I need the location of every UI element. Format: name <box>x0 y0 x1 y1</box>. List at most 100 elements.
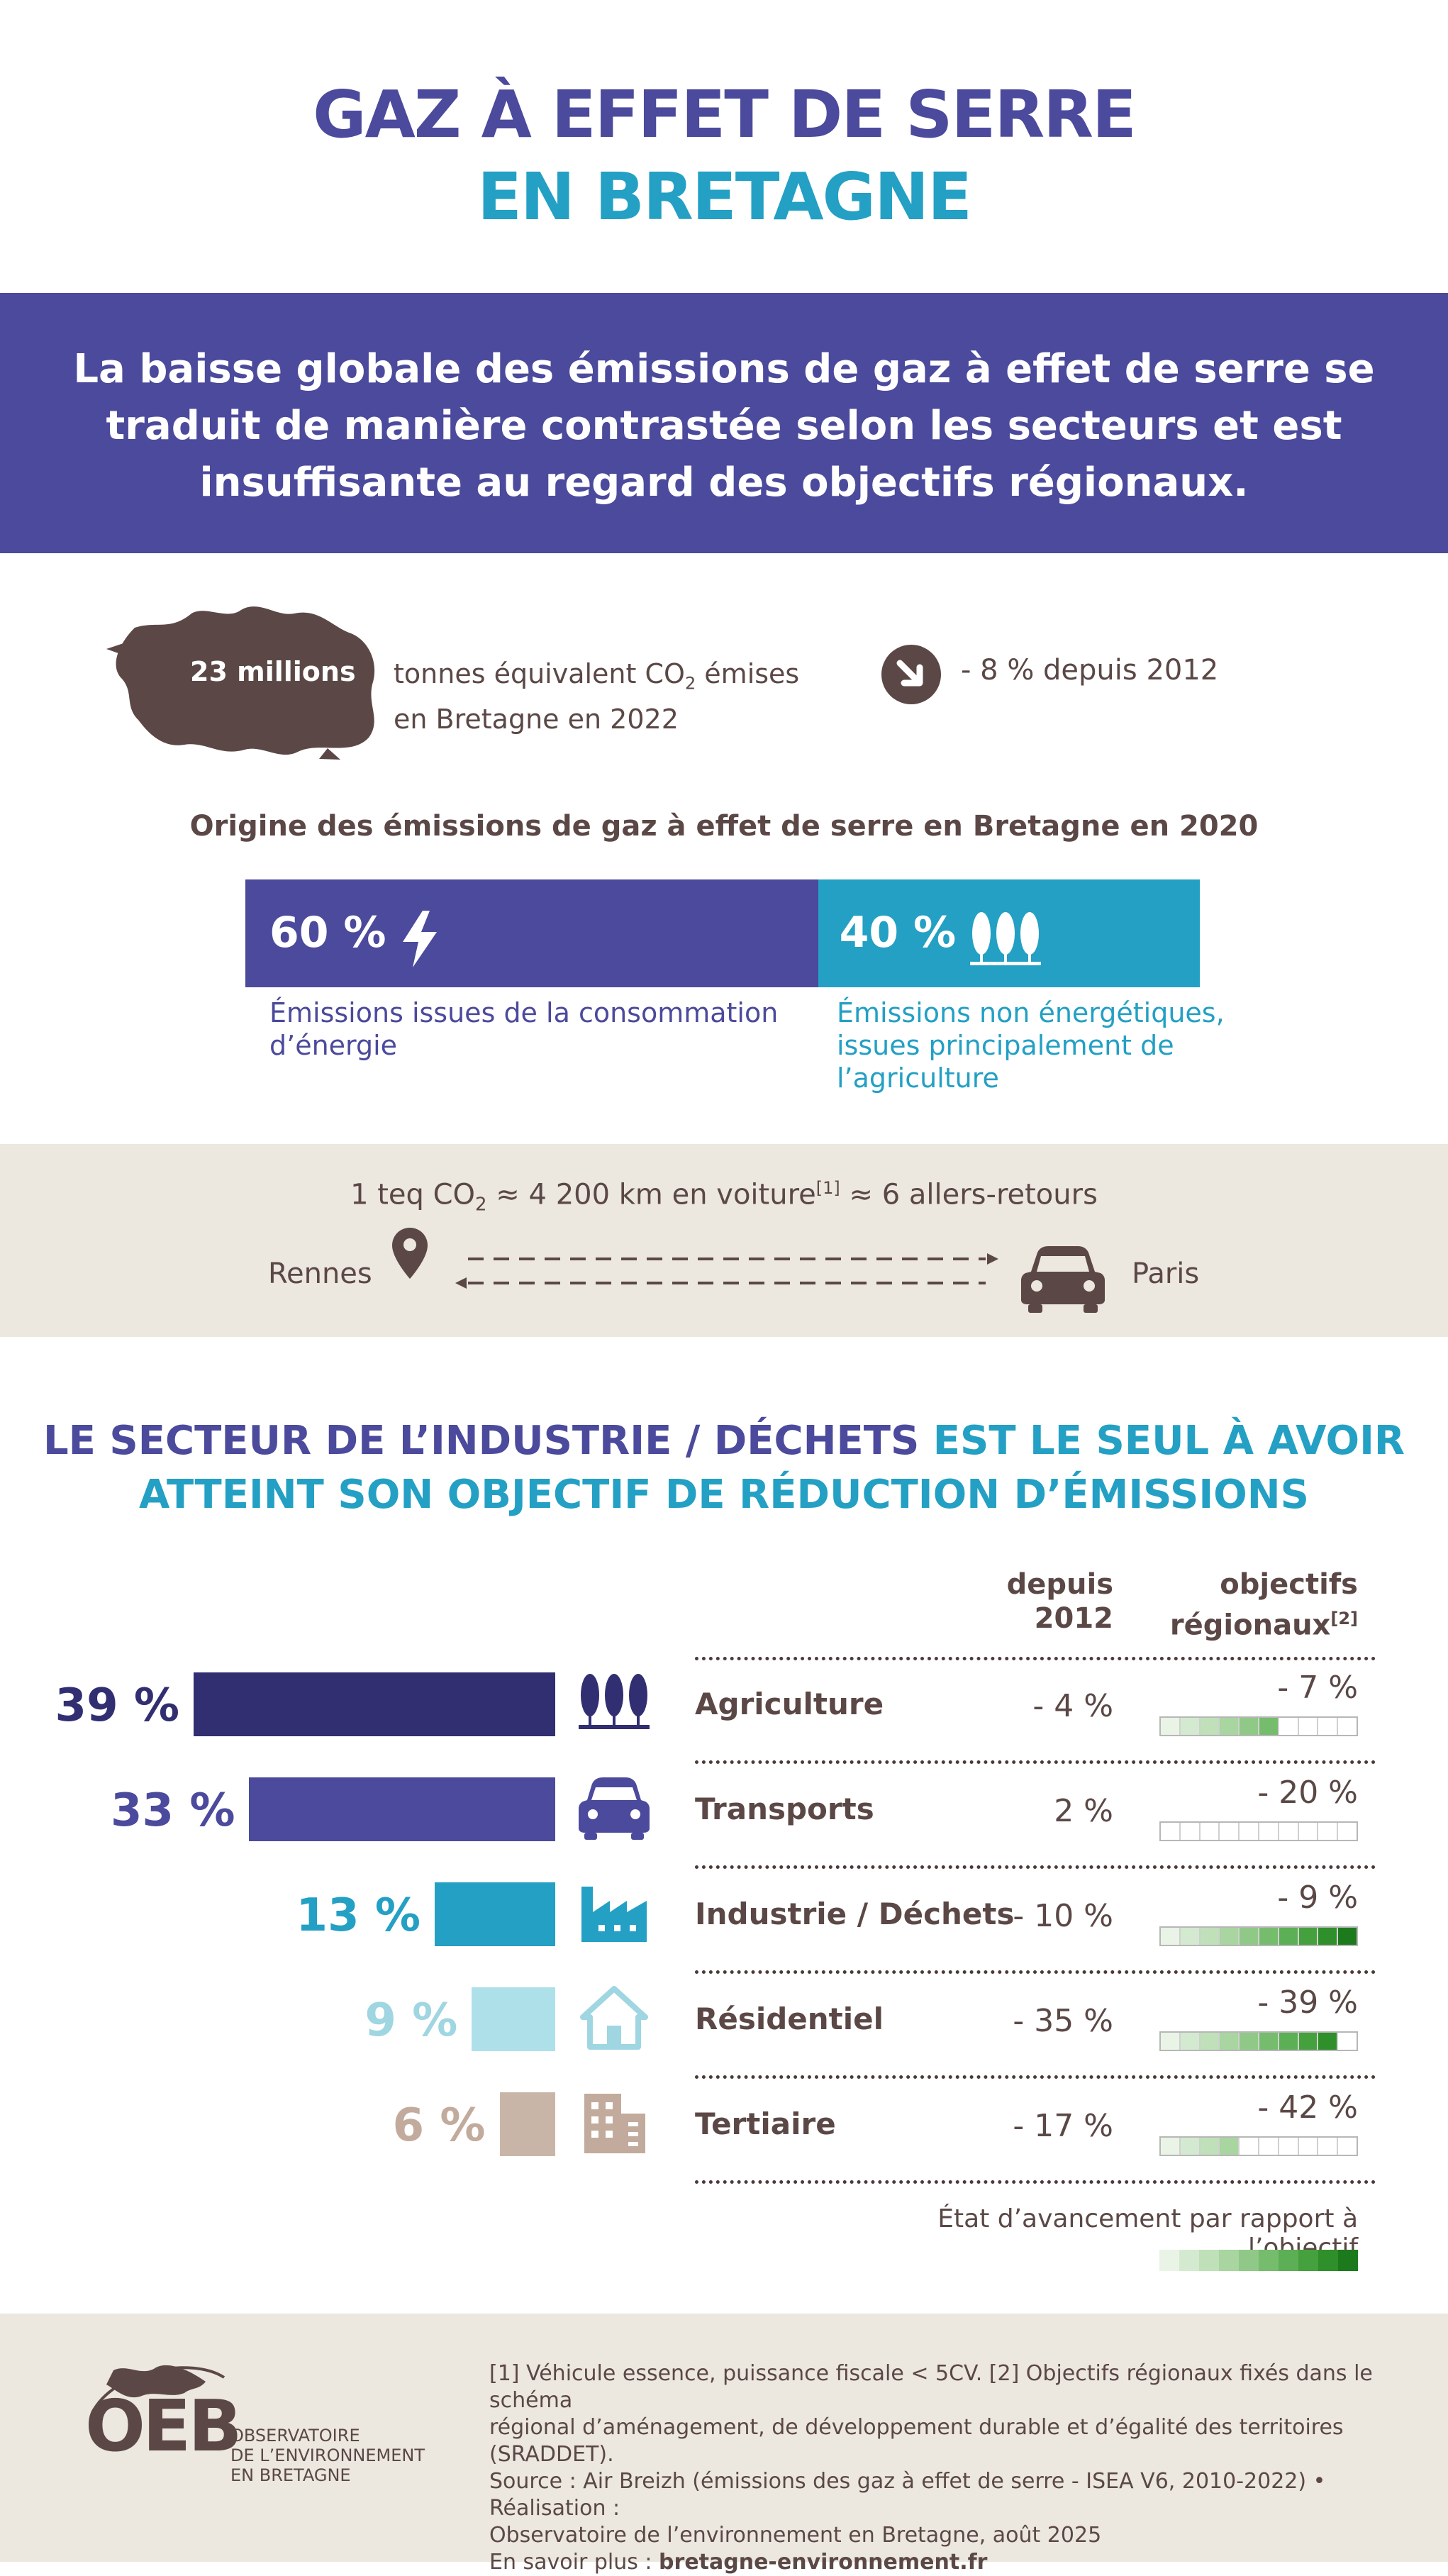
column-header-since-line1: depuis <box>1006 1568 1113 1601</box>
progress-cell <box>1259 1718 1279 1735</box>
progress-cell <box>1338 1823 1357 1840</box>
sector-regional-objective: - 7 % <box>1277 1670 1358 1706</box>
trees-icon <box>579 1674 650 1729</box>
sector-name: Industrie / Déchets <box>695 1897 1015 1931</box>
sector-change-since-2012: 2 % <box>1054 1793 1113 1829</box>
sector-share-label: 9 % <box>364 1994 458 2047</box>
progress-cell <box>1180 1928 1201 1945</box>
intro-banner-text: La baisse globale des émissions de gaz à… <box>73 346 1375 506</box>
sector-change-since-2012: - 17 % <box>1013 2108 1113 2144</box>
non-energy-segment: 40 % <box>818 879 1200 987</box>
sector-share-bar <box>435 1882 555 1946</box>
progress-cell <box>1299 2138 1319 2155</box>
progress-cell <box>1220 2033 1240 2050</box>
equivalence-footnote-ref: [1] <box>815 1178 840 1198</box>
footnote-line3: Source : Air Breizh (émissions des gaz à… <box>489 2469 1326 2521</box>
sector-share-bar <box>249 1777 555 1841</box>
equivalence-text-mid: ≈ 4 200 km en voiture <box>486 1178 816 1211</box>
progress-cell <box>1180 2033 1201 2050</box>
progress-cell <box>1279 2033 1299 2050</box>
title-line-1: GAZ À EFFET DE SERRE <box>313 77 1137 152</box>
sector-progress-gauge <box>1159 1821 1358 1841</box>
progress-cell <box>1200 2033 1220 2050</box>
footer: OEB OBSERVATOIRE DE L’ENVIRONNEMENT EN B… <box>0 2314 1448 2575</box>
house-icon <box>580 1986 648 2050</box>
energy-pct: 60 % <box>269 908 386 957</box>
oeb-logo-text: OEB <box>85 2385 243 2467</box>
emissions-unit-line2: en Bretagne en 2022 <box>394 703 679 735</box>
section-title: LE SECTEUR DE L’INDUSTRIE / DÉCHETS EST … <box>0 1414 1448 1522</box>
footnote-line1: [1] Véhicule essence, puissance fiscale … <box>489 2361 1373 2413</box>
section-title-line2: ATTEINT SON OBJECTIF DE RÉDUCTION D’ÉMIS… <box>139 1472 1309 1518</box>
oeb-logo-icon <box>91 2365 225 2414</box>
oeb-caption-line1: OBSERVATOIRE <box>230 2426 360 2445</box>
equivalence-text: 1 teq CO2 ≈ 4 200 km en voiture[1] ≈ 6 a… <box>0 1178 1448 1215</box>
car-icon <box>579 1777 650 1840</box>
progress-cell <box>1279 2138 1299 2155</box>
column-header-objectives-line1: objectifs <box>1220 1568 1358 1601</box>
intro-banner: La baisse globale des émissions de gaz à… <box>0 293 1448 553</box>
sector-progress-gauge <box>1159 1926 1358 1946</box>
progress-cell <box>1240 1718 1259 1735</box>
origin-title: Origine des émissions de gaz à effet de … <box>189 810 1259 843</box>
sector-share-bar <box>499 2092 555 2156</box>
legend-scale-cell <box>1219 2250 1239 2271</box>
sector-name: Résidentiel <box>695 2002 884 2036</box>
sector-progress-gauge <box>1159 1716 1358 1736</box>
emissions-unit: tonnes équivalent CO2 émises en Bretagne… <box>394 656 799 737</box>
oeb-logo-caption: OBSERVATOIRE DE L’ENVIRONNEMENT EN BRETA… <box>230 2426 425 2485</box>
progress-cell <box>1259 1928 1279 1945</box>
progress-cell <box>1161 1928 1181 1945</box>
column-header-since: depuis 2012 <box>922 1567 1113 1636</box>
sector-change-since-2012: - 35 % <box>1013 2003 1113 2039</box>
progress-cell <box>1259 1823 1279 1840</box>
legend-scale-cell <box>1298 2250 1318 2271</box>
progress-cell <box>1220 1718 1240 1735</box>
equivalence-text-start: 1 teq CO <box>350 1178 476 1211</box>
sector-regional-objective: - 20 % <box>1257 1775 1358 1811</box>
sector-change-since-2012: - 10 % <box>1013 1898 1113 1934</box>
footnote-line2: régional d’aménagement, de développement… <box>489 2415 1344 2467</box>
sector-name: Transports <box>695 1792 874 1826</box>
progress-cell <box>1338 1928 1357 1945</box>
progress-cell <box>1240 1928 1259 1945</box>
progress-cell <box>1220 2138 1240 2155</box>
emissions-amount: 23 millions <box>190 656 356 687</box>
legend-scale-cell <box>1199 2250 1219 2271</box>
progress-cell <box>1220 1928 1240 1945</box>
non-energy-pct: 40 % <box>839 908 957 957</box>
progress-cell <box>1161 2138 1181 2155</box>
progress-cell <box>1318 1718 1339 1735</box>
progress-cell <box>1259 2033 1279 2050</box>
sector-share-bar <box>194 1672 555 1736</box>
column-header-since-line2: 2012 <box>1034 1602 1113 1635</box>
location-pin-icon <box>392 1228 428 1279</box>
column-header-objectives: objectifs régionaux[2] <box>1135 1567 1358 1642</box>
title-line-2: EN BRETAGNE <box>477 159 972 235</box>
sector-progress-gauge <box>1159 2031 1358 2051</box>
oeb-caption-line3: EN BRETAGNE <box>230 2465 351 2485</box>
lightning-icon <box>403 911 437 967</box>
progress-cell <box>1338 1718 1357 1735</box>
progress-cell <box>1279 1718 1299 1735</box>
footnotes: [1] Véhicule essence, puissance fiscale … <box>489 2360 1425 2576</box>
sector-regional-objective: - 39 % <box>1257 1984 1358 2021</box>
progress-cell <box>1299 1718 1319 1735</box>
legend-scale-cell <box>1259 2250 1279 2271</box>
section-title-rest: EST LE SEUL À AVOIR <box>919 1418 1405 1464</box>
progress-cell <box>1318 2033 1339 2050</box>
trees-icon <box>969 912 1041 965</box>
section-title-highlight: LE SECTEUR DE L’INDUSTRIE / DÉCHETS <box>43 1418 920 1464</box>
column-header-objectives-line2: régionaux <box>1169 1609 1331 1642</box>
sector-share-label: 33 % <box>110 1784 235 1837</box>
row-separator <box>695 1760 1376 1764</box>
progress-cell <box>1200 2138 1220 2155</box>
progress-cell <box>1259 2138 1279 2155</box>
legend-scale-cell <box>1279 2250 1298 2271</box>
more-info-link[interactable]: bretagne-environnement.fr <box>659 2550 988 2575</box>
sector-name: Tertiaire <box>695 2106 836 2141</box>
city-to: Paris <box>1132 1258 1200 1290</box>
emissions-trend: - 8 % depuis 2012 <box>961 654 1219 687</box>
progress-cell <box>1279 1823 1299 1840</box>
progress-cell <box>1180 2138 1201 2155</box>
